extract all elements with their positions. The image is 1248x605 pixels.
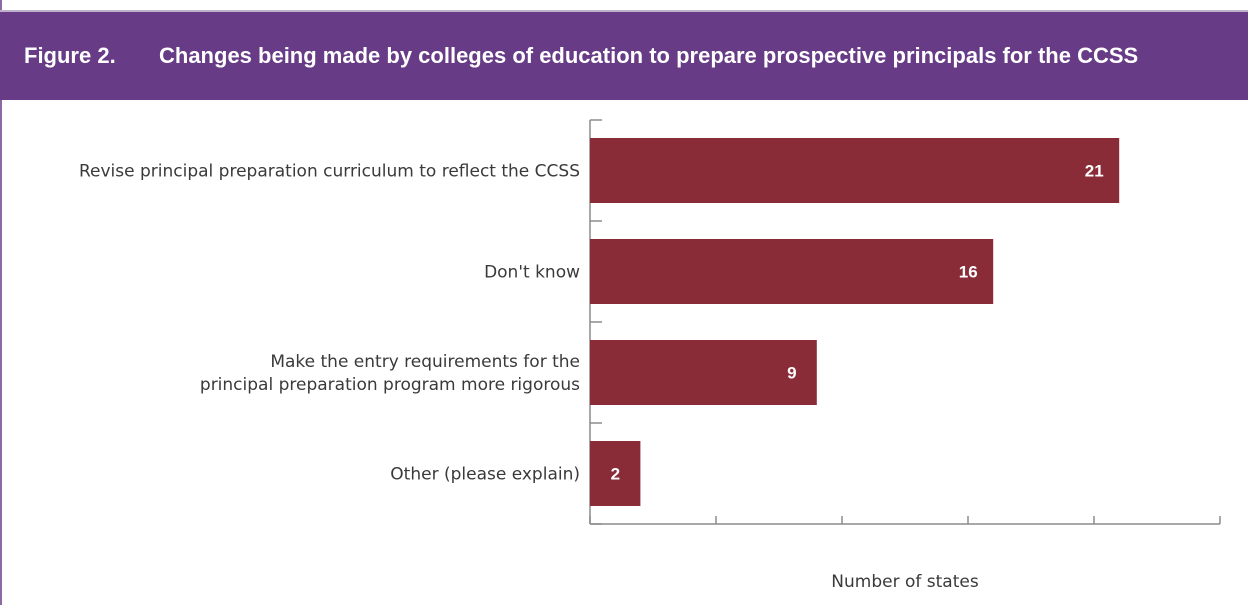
bar: [590, 138, 1120, 203]
bar-value-label: 21: [1085, 162, 1104, 181]
x-axis-title: Number of states: [831, 572, 979, 592]
figure-banner: Figure 2. Changes being made by colleges…: [0, 12, 1248, 100]
bar-chart: 21 Revise principal preparation curriculu…: [79, 119, 1221, 592]
top-rule: [0, 10, 1248, 12]
figure-title: Changes being made by colleges of educat…: [159, 43, 1139, 68]
bar: [590, 239, 994, 304]
category-label: Make the entry requirements for the princ…: [200, 352, 580, 395]
bar-value-label: 2: [611, 465, 620, 484]
category-label: Don't know: [484, 263, 580, 283]
figure-label: Figure 2.: [24, 43, 116, 68]
category-label: Other (please explain): [390, 465, 580, 485]
bar-value-label: 16: [959, 263, 978, 282]
bars: 21 Revise principal preparation curriculu…: [79, 138, 1120, 506]
bar: [590, 340, 817, 405]
bar-value-label: 9: [787, 364, 796, 383]
x-axis: [589, 516, 1221, 525]
category-label: Revise principal preparation curriculum …: [79, 162, 580, 182]
bar: [590, 441, 641, 506]
